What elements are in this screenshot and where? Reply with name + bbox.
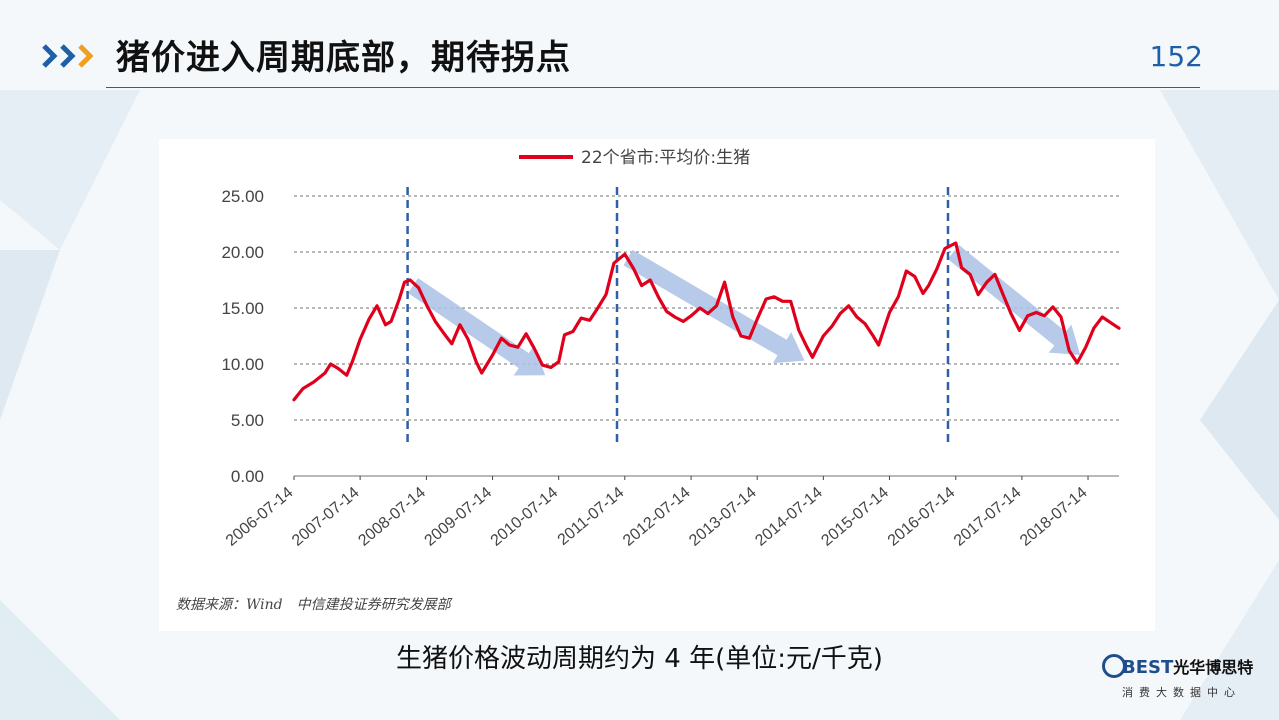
y-tick-label: 15.00 [221, 299, 264, 318]
x-tick-label: 2006-07-14 [223, 484, 297, 550]
x-tick-label: 2018-07-14 [1017, 484, 1091, 550]
logo-brand: BEST光华博思特 [1122, 654, 1253, 678]
trend-arrow [407, 278, 546, 376]
x-tick-label: 2017-07-14 [951, 484, 1025, 550]
brand-logo: BEST光华博思特 消费大数据中心 [1102, 654, 1262, 706]
x-tick-label: 2011-07-14 [555, 484, 628, 549]
logo-ring-icon [1102, 654, 1126, 678]
page-number: 152 [1149, 40, 1203, 73]
x-tick-label: 2008-07-14 [355, 484, 429, 550]
x-tick-label: 2010-07-14 [488, 484, 562, 550]
logo-tagline: 消费大数据中心 [1122, 686, 1241, 699]
chevron-arrows-icon [42, 44, 94, 68]
line-chart: 0.005.0010.0015.0020.0025.002006-07-1420… [221, 148, 1121, 550]
trend-arrow [947, 245, 1081, 356]
x-tick-label: 2009-07-14 [421, 484, 495, 550]
slide-title: 猪价进入周期底部，期待拐点 [116, 38, 571, 78]
x-tick-label: 2007-07-14 [289, 484, 363, 550]
logo-brand-cn: 光华博思特 [1173, 658, 1254, 677]
legend-label: 22个省市:平均价:生猪 [581, 148, 750, 168]
chart-panel: 0.00 5.00 10.00 15.00 20.00 25.00 2006-07-14 20… [159, 139, 1155, 631]
x-tick-label: 2014-07-14 [752, 484, 826, 550]
source-note: 数据来源：Wind 中信建投证券研究发展部 [176, 597, 451, 613]
logo-brand-en: BEST [1122, 657, 1174, 678]
y-tick-label: 25.00 [221, 187, 264, 206]
series-line [292, 241, 1121, 402]
y-tick-label: 20.00 [221, 243, 264, 262]
x-tick-label: 2016-07-14 [885, 484, 959, 550]
title-divider [106, 87, 1200, 88]
x-tick-label: 2012-07-14 [620, 484, 694, 550]
y-tick-label: 5.00 [231, 411, 264, 430]
y-tick-label: 0.00 [231, 467, 264, 486]
x-tick-label: 2015-07-14 [818, 484, 892, 550]
y-tick-label: 10.00 [221, 355, 264, 374]
x-tick-label: 2013-07-14 [686, 484, 760, 550]
chart-caption: 生猪价格波动周期约为 4 年(单位:元/千克) [396, 644, 883, 674]
